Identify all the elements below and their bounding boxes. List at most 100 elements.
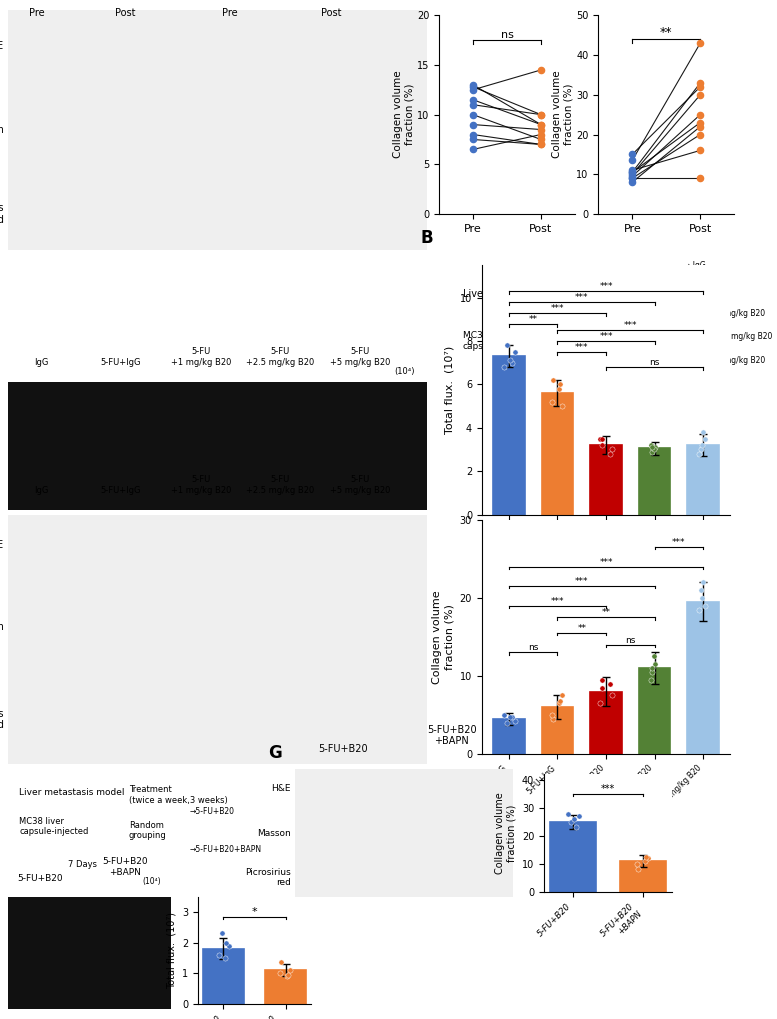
Text: → 5-FU+1 mg/kg B20: → 5-FU+1 mg/kg B20 [685,309,765,318]
Text: Picrosirius
red: Picrosirius red [0,203,4,224]
Bar [493,356,524,515]
Point [632,861,645,877]
Point [535,116,547,132]
Point [573,808,585,824]
Text: 5-FU+B20
+BAPN: 5-FU+B20 +BAPN [427,725,477,746]
Point [501,337,514,354]
Text: 5-FU
+5 mg/kg B20: 5-FU +5 mg/kg B20 [330,475,390,494]
Bar [688,445,719,515]
Point [218,950,231,966]
Text: ***: *** [672,538,686,547]
Point [647,648,660,664]
Point [695,441,707,458]
Point [467,116,479,132]
Point [646,439,658,455]
Text: 5-FU+B20: 5-FU+B20 [319,744,368,754]
Point [644,437,657,453]
Text: Masson: Masson [0,622,4,632]
Point [626,168,639,184]
Point [626,174,639,191]
Point [594,430,606,446]
Text: Random
grouping: Random grouping [604,298,644,318]
Point [647,441,660,458]
Point [503,353,516,369]
Point [535,137,547,153]
Point [694,118,706,135]
Point [694,170,706,186]
Text: H&E: H&E [271,784,291,793]
Point [696,574,709,590]
Text: IgG: IgG [34,358,48,367]
Text: ***: *** [624,321,637,330]
Point [274,965,286,981]
Point [535,116,547,132]
Point [547,372,559,388]
Point [552,695,565,711]
Point [467,142,479,158]
Point [220,934,232,951]
Point [556,397,568,414]
Point [284,962,296,978]
Bar [542,393,573,515]
Text: (10⁴): (10⁴) [142,876,161,886]
Point [275,954,287,970]
Text: **: ** [577,624,587,633]
Point [692,445,705,462]
Point [631,856,643,872]
Point [604,445,616,462]
Point [626,146,639,162]
Point [467,107,479,123]
Point [694,74,706,91]
Point [626,164,639,180]
Point [606,687,618,703]
Point [506,355,518,371]
Point [545,393,558,410]
Point [694,143,706,159]
Text: ns: ns [650,358,660,367]
Text: H&E: H&E [0,41,4,51]
Text: ns: ns [625,636,636,645]
Point [694,78,706,95]
Point [640,849,653,865]
Bar [591,445,622,515]
Text: ***: *** [551,597,564,605]
Text: Treatment
(twice a week,3 weeks): Treatment (twice a week,3 weeks) [604,265,709,284]
Point [604,676,616,692]
Point [216,925,228,942]
Text: G: G [269,744,282,762]
Text: ***: *** [601,784,615,794]
Point [695,590,708,606]
Text: Post: Post [321,8,341,18]
Text: MC38 liver
capsule-injected: MC38 liver capsule-injected [19,817,89,837]
Text: Pre: Pre [222,8,238,18]
Bar [265,970,305,1004]
Point [694,114,706,130]
Text: → 5-FU+IgG: → 5-FU+IgG [685,284,730,293]
Point [568,811,580,827]
Text: → 5-FU+2.5 mg/kg B20: → 5-FU+2.5 mg/kg B20 [685,332,772,341]
Text: ***: *** [575,342,588,352]
Point [626,166,639,182]
Point [535,121,547,138]
Point [626,152,639,168]
Text: 5-FU
+1 mg/kg B20: 5-FU +1 mg/kg B20 [171,475,231,494]
Point [282,966,294,982]
Text: IgG: IgG [34,486,48,494]
Point [646,664,658,681]
Point [626,170,639,186]
Point [535,126,547,143]
Point [606,441,618,458]
Point [649,656,661,673]
Bar [591,692,622,754]
Text: Liver metastasis model: Liver metastasis model [19,788,125,797]
Text: → 5-FU+5 mg/kg B20: → 5-FU+5 mg/kg B20 [685,357,765,365]
Text: ***: *** [551,304,564,313]
Point [503,709,516,726]
Point [467,78,479,95]
Point [535,137,547,153]
Text: ***: *** [599,282,613,291]
Text: (10⁴): (10⁴) [394,367,415,376]
Point [506,708,518,725]
Text: Picrosirius
red: Picrosirius red [0,708,4,730]
Text: Liver metastasis model: Liver metastasis model [463,289,577,300]
